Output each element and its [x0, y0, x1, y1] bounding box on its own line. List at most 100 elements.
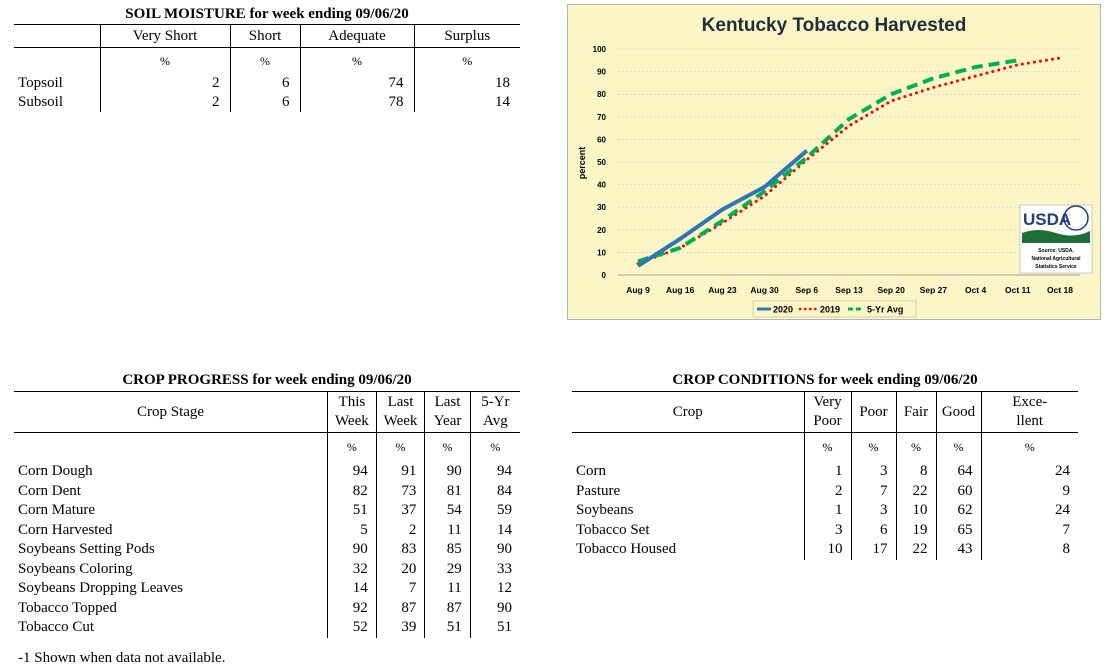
column-header: 5-Yr Avg: [469, 391, 520, 433]
table-cell: 52: [327, 618, 377, 638]
x-axis-ticks: Aug 9 Aug 16 Aug 23 Aug 30 Sep 6 Sep 13 Sep 20…: [626, 285, 1073, 295]
table-cell: 10: [895, 501, 936, 521]
row-label: Corn Mature: [18, 502, 96, 519]
table-cell: 22: [895, 540, 936, 560]
unit-label: %: [935, 432, 981, 462]
column-header: Good: [935, 391, 981, 433]
x-tick-label: Oct 18: [1047, 285, 1073, 295]
usda-logo: USDA Source: USDA, National Agricultural…: [1019, 204, 1093, 274]
table-row: Pasture 2 7 22 60 9: [572, 481, 1078, 501]
column-header: Short: [229, 24, 300, 48]
table-row: Corn Dent 82 73 81 84: [14, 481, 520, 501]
table-cell: 8: [895, 462, 936, 482]
table-cell: 3: [850, 462, 896, 482]
chart-canvas: Kentucky Tobacco Harvested percent 0 10 20…: [577, 15, 1093, 318]
y-tick-label: 30: [597, 203, 606, 212]
x-tick-label: Aug 23: [708, 285, 737, 295]
y-tick-label: 90: [597, 68, 606, 77]
table-cell: 73: [375, 481, 425, 501]
chart-legend: 2020 2019 5-Yr Avg: [752, 300, 917, 318]
table-cell: 17: [850, 540, 896, 560]
table-cell: 82: [327, 481, 377, 501]
column-header: Exce-llent: [980, 391, 1078, 433]
table-cell: 90: [424, 462, 471, 482]
table-row: Corn Dough 94 91 90 94: [14, 462, 520, 482]
table-cell: 90: [327, 540, 377, 560]
row-label: Soybeans Setting Pods: [18, 541, 155, 558]
table-cell: 51: [424, 618, 471, 638]
table-cell: 24: [980, 462, 1078, 482]
table-cell: 2: [803, 481, 851, 501]
legend-label: 2019: [820, 305, 840, 315]
row-label: Soybeans Dropping Leaves: [18, 580, 183, 597]
crop-header: Crop: [572, 391, 804, 433]
source-line: Source: USDA,: [1038, 248, 1074, 254]
row-label: Pasture: [576, 482, 621, 499]
unit-row: % % % % %: [572, 432, 1078, 462]
table-cell: 3: [850, 501, 896, 521]
x-tick-label: Sep 20: [877, 285, 905, 295]
table-cell: 24: [980, 501, 1078, 521]
table-cell: 94: [327, 462, 377, 482]
row-label: Corn Dent: [18, 482, 81, 499]
table-cell: 51: [469, 618, 520, 638]
row-label: Tobacco Topped: [18, 599, 117, 616]
x-tick-label: Oct 4: [965, 285, 987, 295]
crop-conditions-table: Crop Very Poor Poor Fair Good Exce-llent …: [572, 391, 1078, 560]
source-line: National Agricultural: [1032, 256, 1082, 262]
table-row: Corn Mature 51 37 54 59: [14, 501, 520, 521]
table-row: Corn Harvested 5 2 11 14: [14, 520, 520, 540]
chart-grid: [618, 48, 1080, 276]
crop-conditions-title: CROP CONDITIONS for week ending 09/06/20: [672, 372, 978, 388]
row-label: Tobacco Set: [576, 521, 650, 538]
table-cell: 6: [229, 93, 300, 112]
unit-label: %: [229, 47, 300, 74]
table-cell: 90: [469, 598, 520, 618]
x-tick-label: Sep 13: [835, 285, 863, 295]
y-axis-ticks: 0 10 20 30 40 50 60 70 80 90 100: [593, 45, 607, 280]
table-cell: 19: [895, 520, 936, 540]
unit-label: %: [424, 432, 471, 462]
x-tick-label: Aug 9: [626, 285, 650, 295]
table-cell: 7: [850, 481, 896, 501]
table-cell: 8: [980, 540, 1078, 560]
unit-row: % % % %: [14, 47, 520, 74]
series-line-2020: [636, 149, 809, 268]
table-cell: 29: [424, 559, 471, 579]
x-tick-label: Aug 30: [750, 285, 779, 295]
tobacco-harvested-chart: Kentucky Tobacco Harvested percent 0 10 20…: [567, 4, 1101, 320]
table-cell: 94: [469, 462, 520, 482]
chart-series: [636, 56, 1062, 268]
column-header: This Week: [327, 391, 377, 433]
table-cell: 5: [327, 520, 377, 540]
row-label: Corn: [576, 463, 606, 480]
x-tick-label: Sep 6: [795, 285, 818, 295]
crop-progress-table: Crop Stage This Week Last Week Last Year 5-…: [14, 391, 520, 638]
table-row: Subsoil 2 6 78 14: [14, 93, 520, 112]
y-tick-label: 40: [597, 181, 606, 190]
y-tick-label: 50: [597, 158, 606, 167]
table-cell: 65: [935, 520, 981, 540]
table-cell: 6: [229, 74, 300, 93]
table-cell: 51: [327, 501, 377, 521]
y-tick-label: 100: [593, 45, 607, 54]
column-header: Adequate: [299, 24, 414, 48]
row-label: Soybeans Coloring: [18, 560, 133, 577]
column-header: Fair: [895, 391, 936, 433]
table-cell: 3: [803, 520, 851, 540]
table-cell: 7: [980, 520, 1078, 540]
y-tick-label: 20: [597, 226, 606, 235]
crop-progress-title: CROP PROGRESS for week ending 09/06/20: [122, 372, 412, 388]
unit-label: %: [895, 432, 936, 462]
y-tick-label: 10: [597, 248, 606, 257]
table-cell: 14: [327, 579, 377, 599]
x-tick-label: Aug 16: [666, 285, 695, 295]
column-header: Very Short: [99, 24, 230, 48]
table-cell: 12: [469, 579, 520, 599]
table-cell: 11: [424, 520, 471, 540]
table-row: Soybeans Setting Pods 90 83 85 90: [14, 540, 520, 560]
table-cell: 32: [327, 559, 377, 579]
table-row: Topsoil 2 6 74 18: [14, 74, 520, 93]
unit-label: %: [469, 432, 520, 462]
table-cell: 2: [99, 93, 230, 112]
